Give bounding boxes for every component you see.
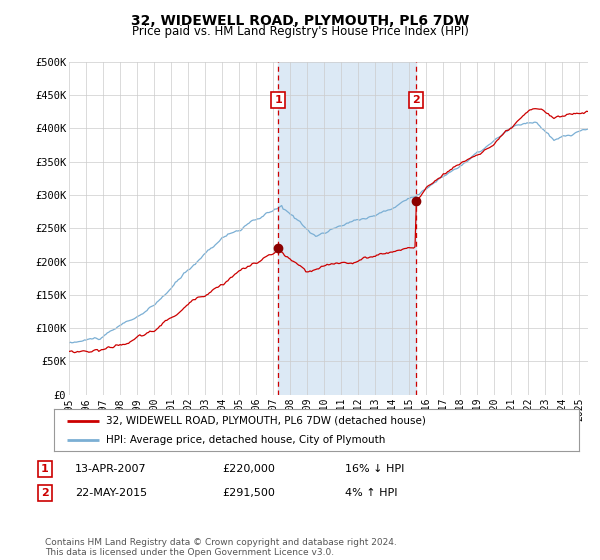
Text: 16% ↓ HPI: 16% ↓ HPI xyxy=(345,464,404,474)
Bar xyxy=(278,62,416,395)
Text: 13-APR-2007: 13-APR-2007 xyxy=(75,464,146,474)
Text: Contains HM Land Registry data © Crown copyright and database right 2024.
This d: Contains HM Land Registry data © Crown c… xyxy=(45,538,397,557)
Text: 2: 2 xyxy=(41,488,49,498)
Text: 4% ↑ HPI: 4% ↑ HPI xyxy=(345,488,398,498)
Text: 1: 1 xyxy=(274,95,282,105)
Text: 1: 1 xyxy=(41,464,49,474)
Text: 32, WIDEWELL ROAD, PLYMOUTH, PL6 7DW: 32, WIDEWELL ROAD, PLYMOUTH, PL6 7DW xyxy=(131,14,469,28)
Text: Price paid vs. HM Land Registry's House Price Index (HPI): Price paid vs. HM Land Registry's House … xyxy=(131,25,469,38)
Text: HPI: Average price, detached house, City of Plymouth: HPI: Average price, detached house, City… xyxy=(107,435,386,445)
Text: £220,000: £220,000 xyxy=(222,464,275,474)
Text: £291,500: £291,500 xyxy=(222,488,275,498)
Text: 22-MAY-2015: 22-MAY-2015 xyxy=(75,488,147,498)
Text: 2: 2 xyxy=(412,95,420,105)
Text: 32, WIDEWELL ROAD, PLYMOUTH, PL6 7DW (detached house): 32, WIDEWELL ROAD, PLYMOUTH, PL6 7DW (de… xyxy=(107,416,427,426)
